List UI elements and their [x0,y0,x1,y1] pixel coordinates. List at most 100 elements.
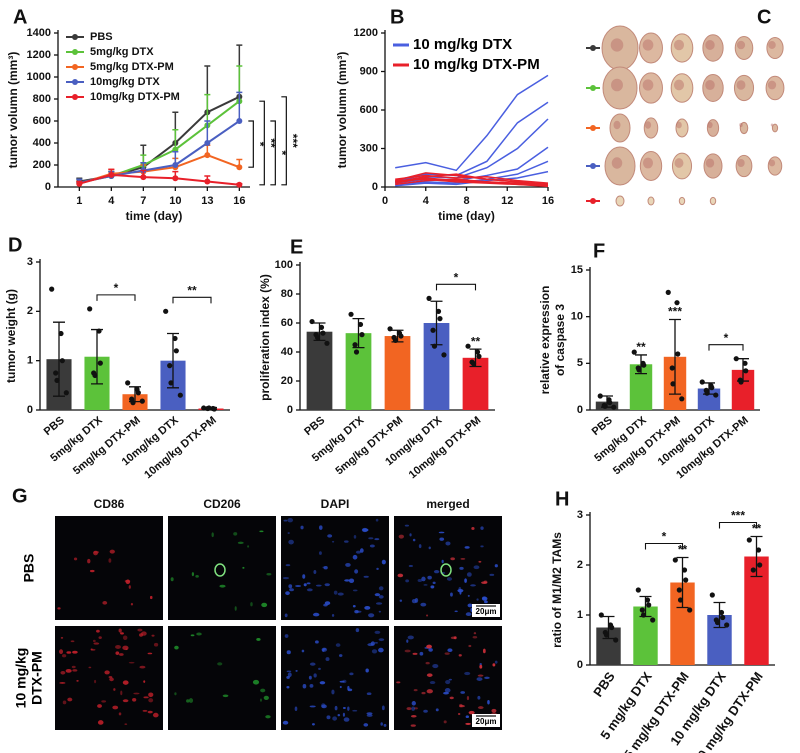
data-point [163,308,169,314]
cell-signal [467,594,470,597]
cell-signal [410,724,416,727]
significance-label: ** [471,334,481,348]
tumor [766,36,784,60]
data-point [139,398,145,404]
tumor [647,196,655,206]
bar [629,364,653,410]
cell-signal [282,576,290,580]
cell-signal [191,572,195,577]
panel-label: G [12,485,28,507]
scale-bar-label: 20μm [476,717,497,726]
animal-line [395,74,549,172]
cell-signal [147,710,153,714]
y-tick-label: 60 [281,317,293,329]
data-point [135,390,141,396]
tumor [639,32,663,64]
cell-signal [174,692,177,696]
data-point [172,335,178,342]
cell-signal [308,675,312,680]
y-axis-label: tumor volumn (mm³) [6,52,20,169]
cell-signal [467,603,473,608]
cell-signal [468,710,475,715]
data-point [63,390,69,396]
significance-bracket [435,283,477,291]
cell-signal [306,588,313,592]
data-point [603,632,610,638]
cell-signal [70,640,75,643]
cell-signal [59,649,64,655]
cell-signal [343,717,350,722]
cell-signal [352,589,358,592]
cell-signal [326,715,331,720]
cell-signal [479,664,483,669]
cell-signal [120,632,124,635]
cell-signal [311,723,315,726]
cell-signal [97,704,102,708]
cell-signal [284,613,288,618]
cell-signal [286,650,291,655]
cell-signal [67,697,73,702]
y-tick-label: 200 [33,159,51,171]
data-point [670,381,676,387]
data-point [742,360,748,366]
y-tick-label: 1200 [27,49,51,61]
point [108,171,115,178]
micrograph [394,626,502,730]
micrograph [281,516,389,620]
cell-signal [363,723,369,727]
y-tick-label: 0 [27,404,33,416]
cell-signal [96,629,100,633]
tumor-vessel [707,121,713,129]
tumor-vessel [613,120,621,130]
data-point [206,405,212,411]
data-point [441,352,447,358]
data-point [750,567,756,573]
cell-signal [426,673,433,677]
cell-signal [420,602,427,607]
cell-signal [468,644,472,648]
cell-signal [443,720,447,724]
cell-signal [263,695,269,700]
tumor-vessel [737,159,745,167]
cell-signal [122,635,128,641]
x-tick-label: 8 [463,195,469,207]
cell-signal [344,540,349,543]
cell-signal [427,575,432,580]
tumor [702,34,724,62]
cell-signal [464,671,471,676]
cell-signal [418,544,422,549]
cell-signal [88,666,92,669]
tumor-vessel [674,158,684,168]
x-tick-label: 1 [76,195,82,207]
tumor-vessel [676,121,682,129]
legend-label: 5mg/kg DTX-PM [90,61,174,73]
significance-label: ** [752,522,762,536]
tumor-vessel [736,80,746,90]
cell-signal [443,691,449,695]
data-point [320,330,326,336]
cell-signal [352,554,358,560]
data-point [607,399,613,406]
cell-signal [331,613,335,617]
cell-signal [354,569,359,574]
tumor-vessel [644,121,652,129]
cell-signal [407,635,414,640]
data-point [746,537,752,543]
y-tick-label: 20 [281,375,293,387]
cell-signal [133,692,140,695]
cell-signal [59,682,66,684]
cell-signal [364,605,371,610]
tumor-vessel [705,40,715,50]
x-tick-label: 10 [169,195,181,207]
cell-signal [89,569,95,573]
y-tick-label: 10 [571,311,583,323]
cell-signal [234,606,237,611]
cell-signal [410,714,417,718]
cell-signal [445,541,451,546]
legend-label: 10 mg/kg DTX-PM [413,56,540,73]
cell-signal [473,565,480,570]
significance-bracket [708,344,744,351]
tumor [767,156,783,176]
significance-label: *** [286,134,300,148]
